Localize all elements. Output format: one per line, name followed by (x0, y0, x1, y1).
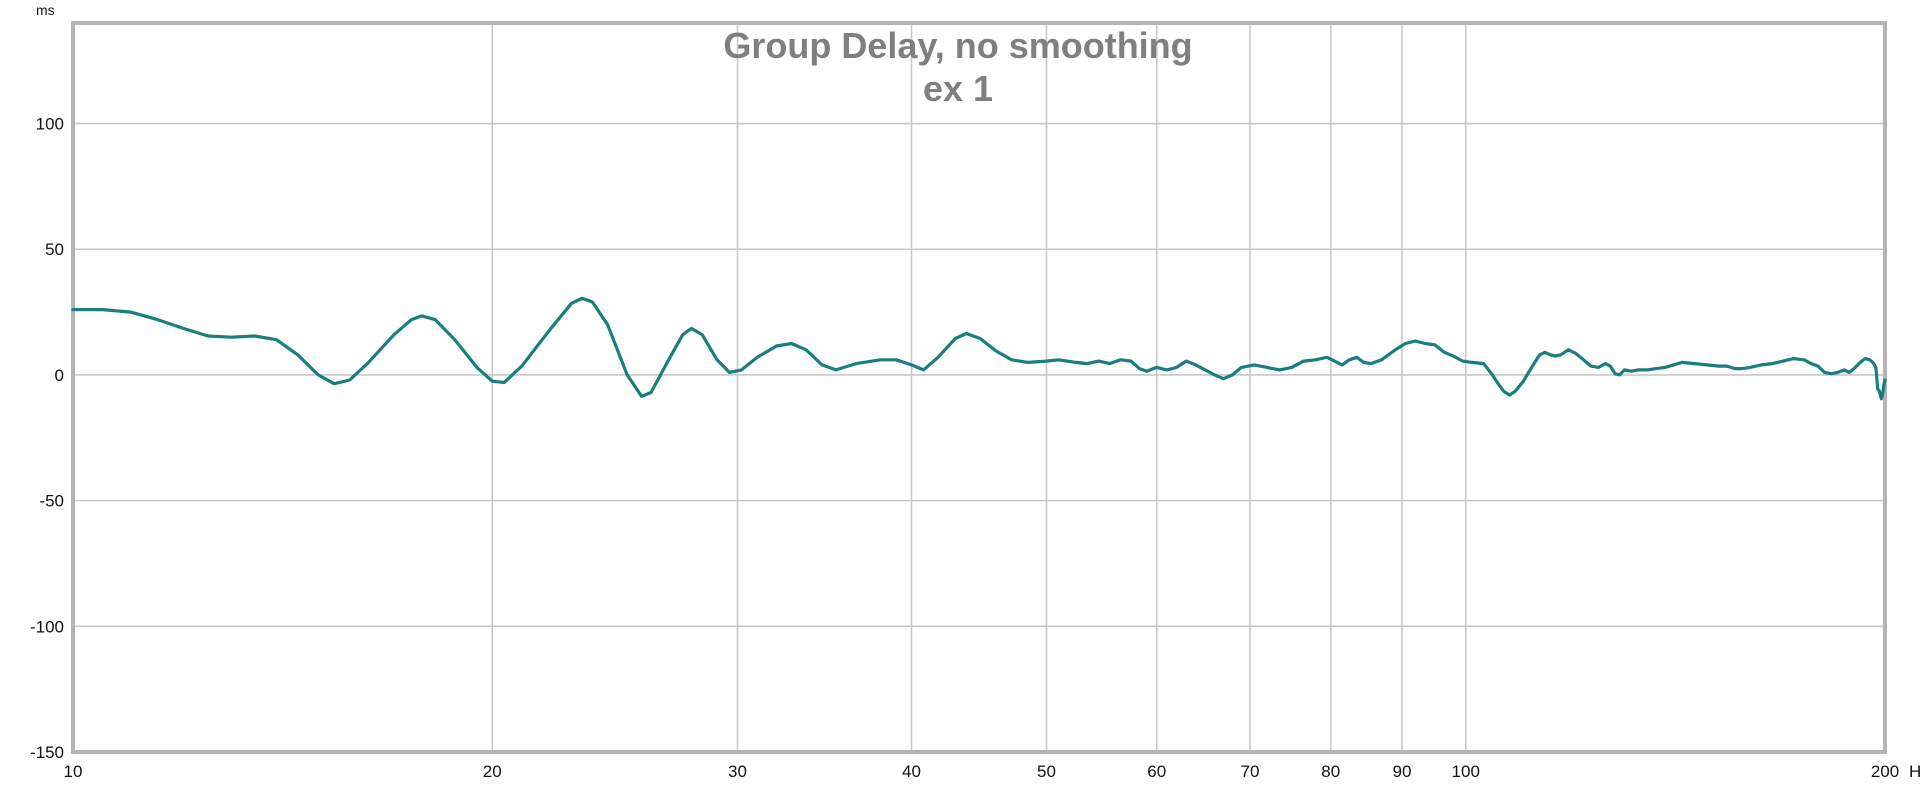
y-tick-label: 100 (36, 115, 64, 134)
y-tick-label: -150 (30, 743, 64, 762)
y-tick-label: -50 (39, 492, 64, 511)
chart-subtitle: ex 1 (923, 68, 993, 109)
chart-title: Group Delay, no smoothing (723, 25, 1192, 66)
x-tick-label: 100 (1452, 762, 1480, 781)
y-tick-labels: 100 50 0 -50 -100 -150 (30, 115, 64, 762)
x-tick-label: 40 (902, 762, 921, 781)
y-tick-label: -100 (30, 617, 64, 636)
x-tick-label: 90 (1393, 762, 1412, 781)
y-tick-label: 0 (55, 366, 64, 385)
x-tick-label: 80 (1321, 762, 1340, 781)
x-tick-label: 30 (728, 762, 747, 781)
x-tick-label: 200 (1871, 762, 1899, 781)
x-tick-label: 20 (483, 762, 502, 781)
y-axis-unit-label: ms (36, 2, 55, 18)
plot-frame (71, 21, 1887, 754)
x-tick-label: 70 (1241, 762, 1260, 781)
grid-lines (73, 23, 1885, 752)
series-line (71, 296, 1887, 401)
x-tick-label: 10 (64, 762, 83, 781)
y-tick-label: 50 (45, 240, 64, 259)
x-tick-label: 50 (1037, 762, 1056, 781)
series-layer (71, 296, 1887, 401)
x-axis-unit-label: Hz (1909, 762, 1920, 781)
x-tick-labels: 10 20 30 40 50 60 70 80 90 100 200 Hz (64, 762, 1920, 781)
x-tick-label: 60 (1147, 762, 1166, 781)
